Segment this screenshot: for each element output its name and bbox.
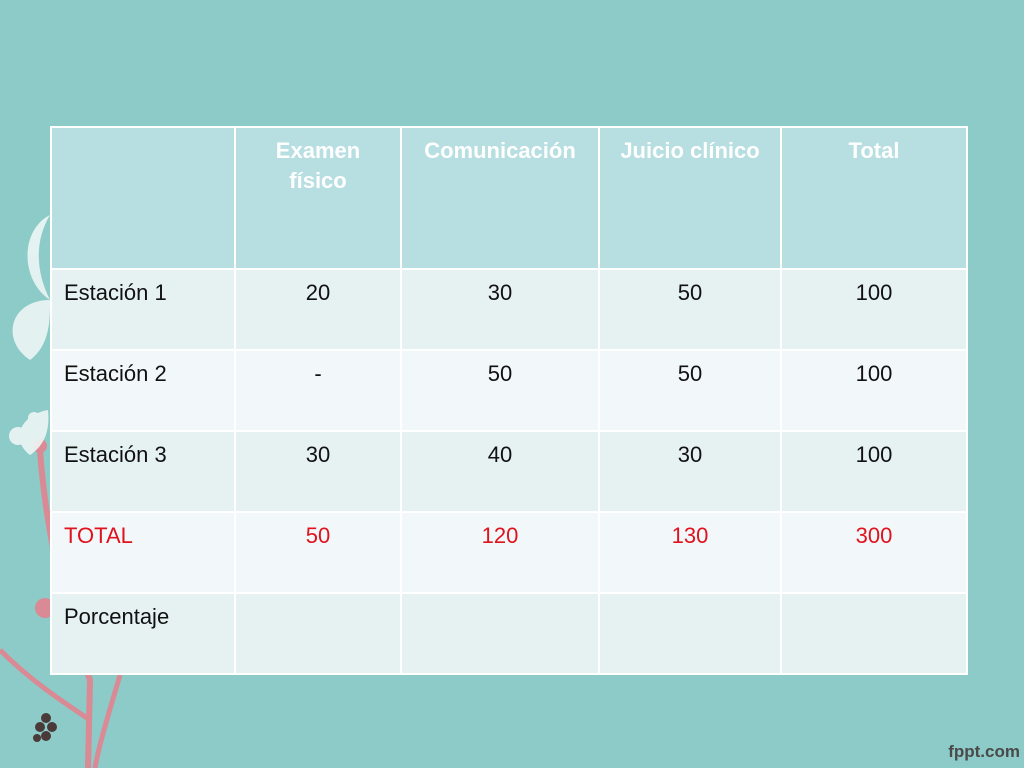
header-cell-comunicacion: Comunicación — [400, 126, 600, 270]
table-cell: 50 — [400, 349, 600, 432]
row-label: TOTAL — [50, 511, 236, 594]
leaf-swirl-icon — [9, 215, 50, 455]
table-cell: 20 — [234, 268, 402, 351]
table-cell: 50 — [598, 349, 782, 432]
table-cell: 40 — [400, 430, 600, 513]
row-label: Estación 3 — [50, 430, 236, 513]
table-cell: 50 — [234, 511, 402, 594]
row-label: Estación 1 — [50, 268, 236, 351]
row-label: Estación 2 — [50, 349, 236, 432]
table-cell — [780, 592, 968, 675]
header-cell-total: Total — [780, 126, 968, 270]
table-cell: 300 — [780, 511, 968, 594]
table-cell: 30 — [400, 268, 600, 351]
table-cell: - — [234, 349, 402, 432]
header-cell-empty — [50, 126, 236, 270]
header-cell-examen-fisico: Examen físico — [234, 126, 402, 270]
table-cell: 30 — [234, 430, 402, 513]
table-cell — [598, 592, 782, 675]
table-row-total: TOTAL 50 120 130 300 — [50, 511, 968, 594]
table-cell: 100 — [780, 268, 968, 351]
table-cell: 130 — [598, 511, 782, 594]
header-cell-juicio-clinico: Juicio clínico — [598, 126, 782, 270]
table-cell — [234, 592, 402, 675]
row-label: Porcentaje — [50, 592, 236, 675]
flower-icon — [33, 713, 57, 742]
table-cell — [400, 592, 600, 675]
table-cell: 100 — [780, 430, 968, 513]
table-row: Estación 2 - 50 50 100 — [50, 349, 968, 432]
table-row: Porcentaje — [50, 592, 968, 675]
table-row: Estación 3 30 40 30 100 — [50, 430, 968, 513]
table-cell: 120 — [400, 511, 600, 594]
header-row: Examen físico Comunicación Juicio clínic… — [50, 126, 968, 270]
table-cell: 100 — [780, 349, 968, 432]
scores-table: Examen físico Comunicación Juicio clínic… — [50, 126, 968, 675]
table-cell: 50 — [598, 268, 782, 351]
table-cell: 30 — [598, 430, 782, 513]
table-row: Estación 1 20 30 50 100 — [50, 268, 968, 351]
brand-logo: fppt.com — [948, 742, 1020, 761]
